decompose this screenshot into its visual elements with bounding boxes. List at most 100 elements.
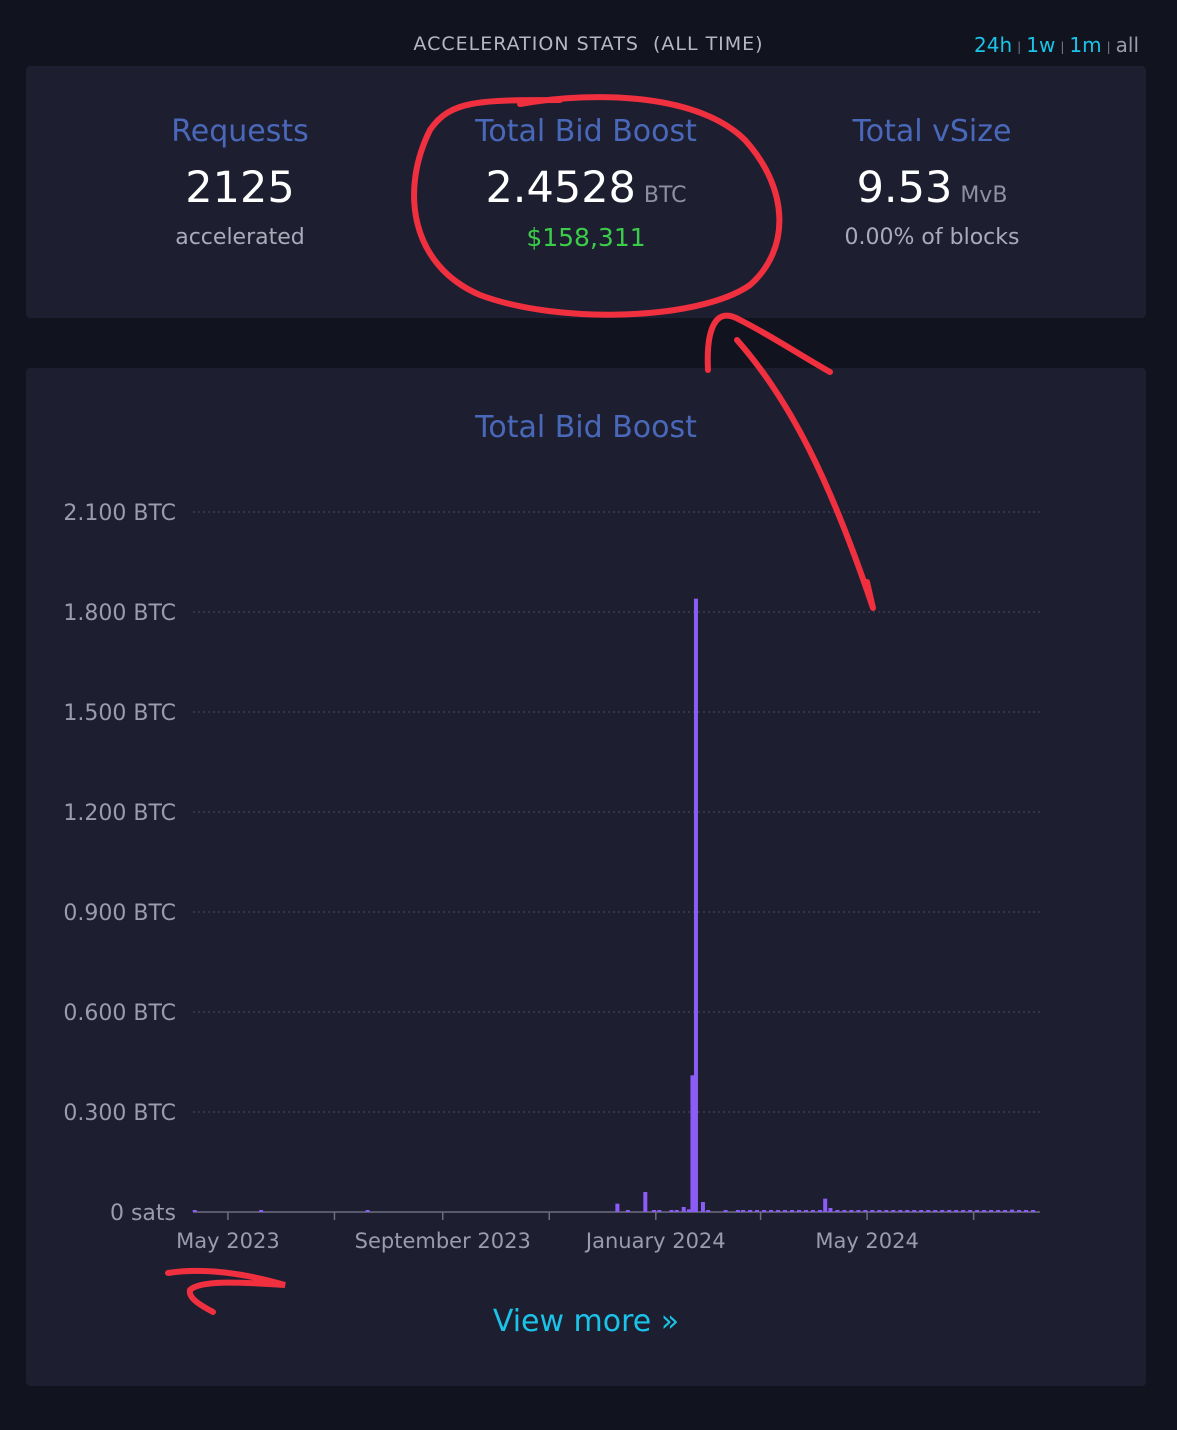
data-bar xyxy=(674,1210,679,1212)
range-separator: | xyxy=(1017,39,1022,54)
data-bar xyxy=(940,1210,945,1212)
y-tick-label: 0.300 BTC xyxy=(63,1101,176,1126)
data-bar xyxy=(192,1210,197,1212)
y-tick-label: 0 sats xyxy=(110,1201,176,1226)
range-separator: | xyxy=(1060,39,1065,54)
chart-title: Total Bid Boost xyxy=(475,410,697,445)
x-tick-label: May 2023 xyxy=(176,1229,280,1253)
data-bar xyxy=(706,1210,711,1212)
stats-card: Requests 2125 accelerated Total Bid Boos… xyxy=(26,66,1146,318)
data-bar xyxy=(982,1210,987,1212)
data-bar xyxy=(669,1210,674,1212)
vsize-value: 9.53 xyxy=(856,163,953,213)
data-bar xyxy=(933,1210,938,1212)
data-bar xyxy=(947,1210,952,1212)
y-tick-label: 1.200 BTC xyxy=(63,801,176,826)
bid-boost-fiat: $158,311 xyxy=(526,223,646,252)
stats-period: (ALL TIME) xyxy=(652,33,764,55)
data-bar xyxy=(905,1210,910,1212)
requests-sub: accelerated xyxy=(175,225,305,250)
data-bar xyxy=(365,1210,370,1212)
view-more-link[interactable]: View more » xyxy=(492,1304,680,1339)
data-bar xyxy=(803,1210,808,1212)
data-bar xyxy=(877,1210,882,1212)
data-bar xyxy=(769,1210,774,1212)
y-tick-label: 1.500 BTC xyxy=(63,701,176,726)
data-bar xyxy=(898,1210,903,1212)
data-bar xyxy=(912,1210,917,1212)
vsize-sub: 0.00% of blocks xyxy=(844,225,1020,250)
range-all-link[interactable]: all xyxy=(1115,33,1139,57)
data-bar xyxy=(643,1192,648,1212)
data-bar xyxy=(849,1210,854,1212)
vsize-unit: MvB xyxy=(960,183,1008,208)
bid-boost-title: Total Bid Boost xyxy=(475,114,697,149)
data-bar xyxy=(690,1075,695,1212)
data-bar xyxy=(989,1210,994,1212)
data-bar xyxy=(996,1210,1001,1212)
data-bar xyxy=(961,1210,966,1212)
bid-boost-chart: 0 sats 0.300 BTC 0.600 BTC 0.900 BTC 1.200 B… xyxy=(63,501,1040,1253)
data-bar xyxy=(748,1210,753,1212)
y-tick-label: 2.100 BTC xyxy=(63,501,176,526)
chart-card: Total Bid Boost 0 sats 0.300 BTC 0.600 BTC… xyxy=(26,368,1146,1386)
range-selector: 24h | 1w | 1m | all xyxy=(974,33,1139,57)
data-bar xyxy=(1031,1210,1036,1212)
data-bar xyxy=(810,1210,815,1212)
data-bar xyxy=(884,1210,889,1212)
data-bar xyxy=(926,1210,931,1212)
y-tick-label: 0.900 BTC xyxy=(63,901,176,926)
data-bar xyxy=(741,1210,746,1212)
range-1w-link[interactable]: 1w xyxy=(1026,33,1056,57)
data-bar xyxy=(863,1210,868,1212)
data-bar xyxy=(1003,1210,1008,1212)
data-bar xyxy=(975,1210,980,1212)
stats-title: ACCELERATION STATS xyxy=(413,33,639,55)
requests-title: Requests xyxy=(171,114,309,149)
x-tick-label: May 2024 xyxy=(815,1229,919,1253)
data-bar xyxy=(817,1210,822,1212)
data-bar xyxy=(790,1210,795,1212)
bid-boost-value-row: 2.4528 BTC xyxy=(416,163,756,213)
data-bar xyxy=(1024,1210,1029,1212)
data-bar xyxy=(700,1202,705,1212)
data-bar xyxy=(796,1210,801,1212)
data-bar xyxy=(615,1203,620,1212)
bid-boost-value: 2.4528 xyxy=(485,163,636,213)
data-bar xyxy=(686,1209,691,1212)
range-1m-link[interactable]: 1m xyxy=(1069,33,1102,57)
data-bar xyxy=(783,1210,788,1212)
data-bar xyxy=(828,1208,833,1212)
range-24h-link[interactable]: 24h xyxy=(974,33,1013,57)
data-bar xyxy=(259,1210,264,1212)
data-bar xyxy=(919,1210,924,1212)
requests-stat: Requests 2125 accelerated xyxy=(70,114,410,250)
data-bar xyxy=(652,1210,657,1212)
data-bar xyxy=(856,1210,861,1212)
data-bar xyxy=(891,1210,896,1212)
data-bar xyxy=(723,1210,728,1212)
data-bar xyxy=(823,1198,828,1212)
data-bar xyxy=(954,1210,959,1212)
y-tick-label: 1.800 BTC xyxy=(63,601,176,626)
requests-value: 2125 xyxy=(185,163,295,213)
data-bar xyxy=(755,1210,760,1212)
data-bar xyxy=(835,1210,840,1212)
stats-header-title: ACCELERATION STATS (ALL TIME) xyxy=(0,33,1177,55)
vsize-title: Total vSize xyxy=(852,114,1012,149)
data-bar xyxy=(681,1207,686,1212)
vsize-stat: Total vSize 9.53 MvB 0.00% of blocks xyxy=(762,114,1102,250)
bid-boost-stat: Total Bid Boost 2.4528 BTC $158,311 xyxy=(416,114,756,252)
x-tick-label: September 2023 xyxy=(355,1229,531,1253)
data-bar xyxy=(1017,1210,1022,1212)
bid-boost-unit: BTC xyxy=(643,183,687,208)
range-separator: | xyxy=(1106,39,1111,54)
data-bar xyxy=(657,1210,662,1212)
data-bar xyxy=(842,1210,847,1212)
data-bar xyxy=(762,1210,767,1212)
data-bar xyxy=(776,1210,781,1212)
y-tick-label: 0.600 BTC xyxy=(63,1001,176,1026)
data-bar xyxy=(625,1210,630,1212)
data-bar xyxy=(870,1210,875,1212)
data-bar xyxy=(735,1210,740,1212)
